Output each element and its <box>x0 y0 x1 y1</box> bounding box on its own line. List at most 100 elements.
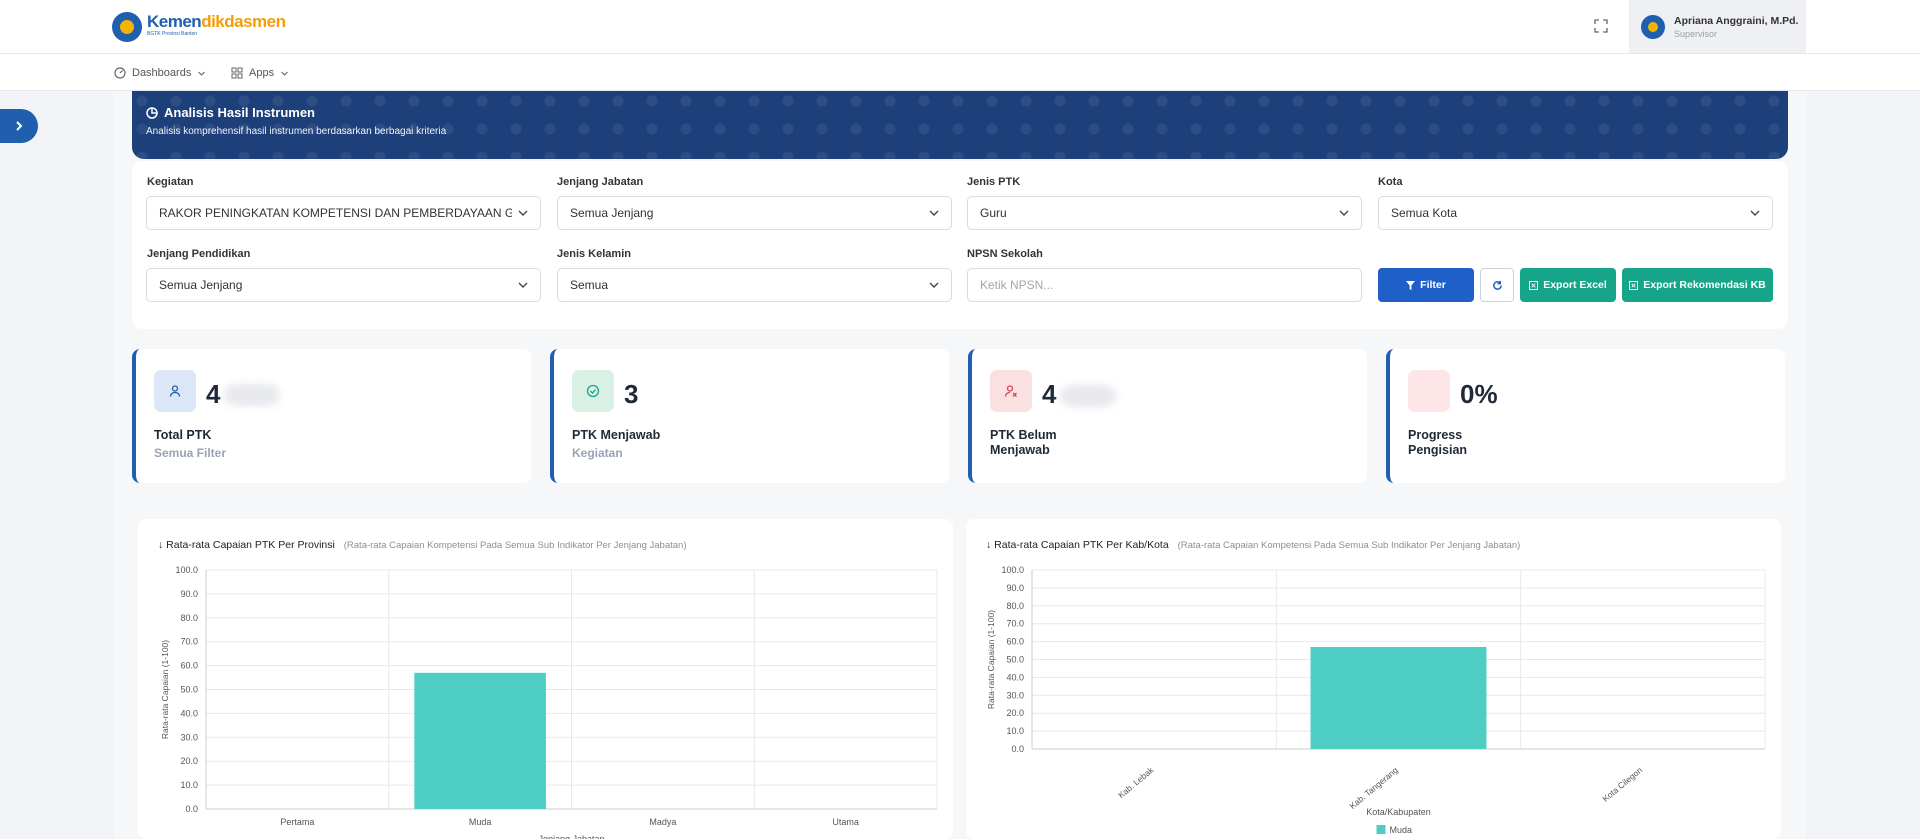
export-rekomendasi-button[interactable]: Export Rekomendasi KB <box>1622 268 1773 302</box>
jenis-ptk-label: Jenis PTK <box>967 176 1021 188</box>
stat-card-progress: 0% Progress Pengisian <box>1386 349 1785 483</box>
app-logo[interactable]: Kemendikdasmen BGTK Provinsi Banten <box>112 12 286 42</box>
chevron-down-icon <box>518 210 528 216</box>
page-title: Analisis Hasil Instrumen <box>164 105 315 120</box>
page-subtitle: Analisis komprehensif hasil instrumen be… <box>146 126 447 137</box>
refresh-icon <box>1492 280 1502 290</box>
y-tick-label: 90.0 <box>180 589 198 599</box>
stat-card-total-ptk: 4 Total PTK Semua Filter <box>132 349 531 483</box>
nav-dashboards[interactable]: Dashboards <box>114 67 206 79</box>
y-tick-label: 20.0 <box>180 756 198 766</box>
stat-value: 4 <box>206 379 221 409</box>
page-banner: Analisis Hasil Instrumen Analisis kompre… <box>132 91 1788 159</box>
file-excel-icon <box>1529 280 1539 290</box>
kegiatan-value: RAKOR PENINGKATAN KOMPETENSI DAN PEMBERD… <box>159 206 512 220</box>
npsn-input[interactable] <box>967 268 1362 302</box>
y-tick-label: 30.0 <box>1006 690 1024 700</box>
jenis-ptk-select[interactable]: Guru <box>967 196 1362 230</box>
jenis-ptk-value: Guru <box>980 206 1007 220</box>
y-tick-label: 100.0 <box>1001 565 1024 575</box>
x-tick-label: Madya <box>649 817 676 827</box>
stat-label: PTK Belum Menjawab <box>990 428 1057 457</box>
y-axis-label: Rata-rata Capaian (1-100) <box>986 610 996 709</box>
chart-pie-icon <box>146 106 158 119</box>
y-axis-label: Rata-rata Capaian (1-100) <box>160 640 170 739</box>
y-tick-label: 60.0 <box>180 661 198 671</box>
dashboard-icon <box>114 67 126 79</box>
filter-button-label: Filter <box>1420 279 1446 291</box>
bar-chart-kabkota: 0.0 10.0 20.0 30.0 40.0 50.0 60.0 70.0 80.0 90.0 1… <box>986 565 1766 835</box>
fullscreen-icon[interactable] <box>1594 19 1608 33</box>
y-tick-label: 90.0 <box>1006 583 1024 593</box>
logo-emblem-icon <box>112 12 142 42</box>
arrow-down-icon: ↓ <box>158 539 164 551</box>
x-tick-label: Kab. Lebak <box>1116 764 1156 800</box>
export-rekomendasi-label: Export Rekomendasi KB <box>1643 279 1766 291</box>
jenjang-pendidikan-value: Semua Jenjang <box>159 278 243 292</box>
stat-value: 0% <box>1460 379 1498 409</box>
kegiatan-label: Kegiatan <box>147 176 194 188</box>
sidebar-toggle-button[interactable] <box>0 109 38 143</box>
kota-label: Kota <box>1378 176 1403 188</box>
x-tick-label: Muda <box>469 817 492 827</box>
filter-panel: Kegiatan RAKOR PENINGKATAN KOMPETENSI DA… <box>132 161 1788 329</box>
y-tick-label: 100.0 <box>175 565 198 575</box>
export-excel-label: Export Excel <box>1543 279 1607 291</box>
nav-apps-label: Apps <box>249 67 275 79</box>
chart-card-provinsi: ↓ Rata-rata Capaian PTK Per Provinsi (Ra… <box>138 519 953 839</box>
filter-button[interactable]: Filter <box>1378 268 1474 302</box>
stat-label: Total PTK <box>154 428 212 442</box>
nav-bar: Dashboards Apps <box>0 54 1920 91</box>
x-tick-label: Utama <box>832 817 859 827</box>
export-excel-button[interactable]: Export Excel <box>1520 268 1616 302</box>
stat-label: Progress Pengisian <box>1408 428 1468 457</box>
user-role: Supervisor <box>1674 29 1718 39</box>
kota-select[interactable]: Semua Kota <box>1378 196 1773 230</box>
user-menu[interactable]: Apriana Anggraini, M.Pd. Supervisor <box>1629 0 1806 53</box>
chart-card-kabkota: ↓ Rata-rata Capaian PTK Per Kab/Kota (Ra… <box>966 519 1781 839</box>
kegiatan-select[interactable]: RAKOR PENINGKATAN KOMPETENSI DAN PEMBERD… <box>146 196 541 230</box>
stat-card-ptk-belum-menjawab: 4 PTK Belum Menjawab <box>968 349 1367 483</box>
logo-name: Kemendikdasmen <box>147 12 286 31</box>
x-tick-label: Kota Cilegon <box>1600 765 1644 804</box>
stat-value: 3 <box>624 379 639 409</box>
y-tick-label: 0.0 <box>1011 744 1024 754</box>
jenjang-jabatan-select[interactable]: Semua Jenjang <box>557 196 952 230</box>
jenis-kelamin-value: Semua <box>570 278 609 292</box>
y-tick-label: 50.0 <box>1006 655 1024 665</box>
chevron-down-icon <box>929 210 939 216</box>
kota-value: Semua Kota <box>1391 206 1458 220</box>
legend-label: Muda <box>1390 825 1413 835</box>
jenjang-pendidikan-label: Jenjang Pendidikan <box>147 248 251 260</box>
jenjang-pendidikan-select[interactable]: Semua Jenjang <box>146 268 541 302</box>
x-tick-label: Pertama <box>280 817 314 827</box>
chevron-right-icon <box>16 121 23 131</box>
avatar <box>1641 15 1665 39</box>
x-tick-label: Kab. Tangerang <box>1347 765 1399 811</box>
nav-apps[interactable]: Apps <box>231 67 289 79</box>
chevron-down-icon <box>929 282 939 288</box>
chart-title: Rata-rata Capaian PTK Per Kab/Kota <box>994 539 1169 551</box>
x-axis-label: Jenjang Jabatan <box>538 834 604 839</box>
nav-dashboards-label: Dashboards <box>132 67 192 79</box>
y-tick-label: 60.0 <box>1006 637 1024 647</box>
chevron-down-icon <box>198 71 206 76</box>
y-tick-label: 70.0 <box>180 637 198 647</box>
stat-sublabel: Kegiatan <box>572 446 623 460</box>
y-tick-label: 70.0 <box>1006 619 1024 629</box>
stat-label: PTK Menjawab <box>572 428 661 442</box>
progress-icon <box>1408 370 1450 412</box>
file-excel-icon <box>1629 280 1639 290</box>
arrow-down-icon: ↓ <box>986 539 992 551</box>
bar-chart-provinsi: 0.0 10.0 20.0 30.0 40.0 50.0 60.0 70.0 80.0 90.0 1… <box>160 565 938 839</box>
x-axis-label: Kota/Kabupaten <box>1366 807 1431 817</box>
apps-grid-icon <box>231 67 243 79</box>
chart-title: Rata-rata Capaian PTK Per Provinsi <box>166 539 335 551</box>
chart-subtitle: (Rata-rata Capaian Kompetensi Pada Semua… <box>1177 540 1521 551</box>
y-tick-label: 10.0 <box>180 780 198 790</box>
jenis-kelamin-select[interactable]: Semua <box>557 268 952 302</box>
y-tick-label: 40.0 <box>180 708 198 718</box>
redaction-blur <box>224 384 280 406</box>
y-tick-label: 80.0 <box>180 613 198 623</box>
reset-button[interactable] <box>1480 268 1514 302</box>
